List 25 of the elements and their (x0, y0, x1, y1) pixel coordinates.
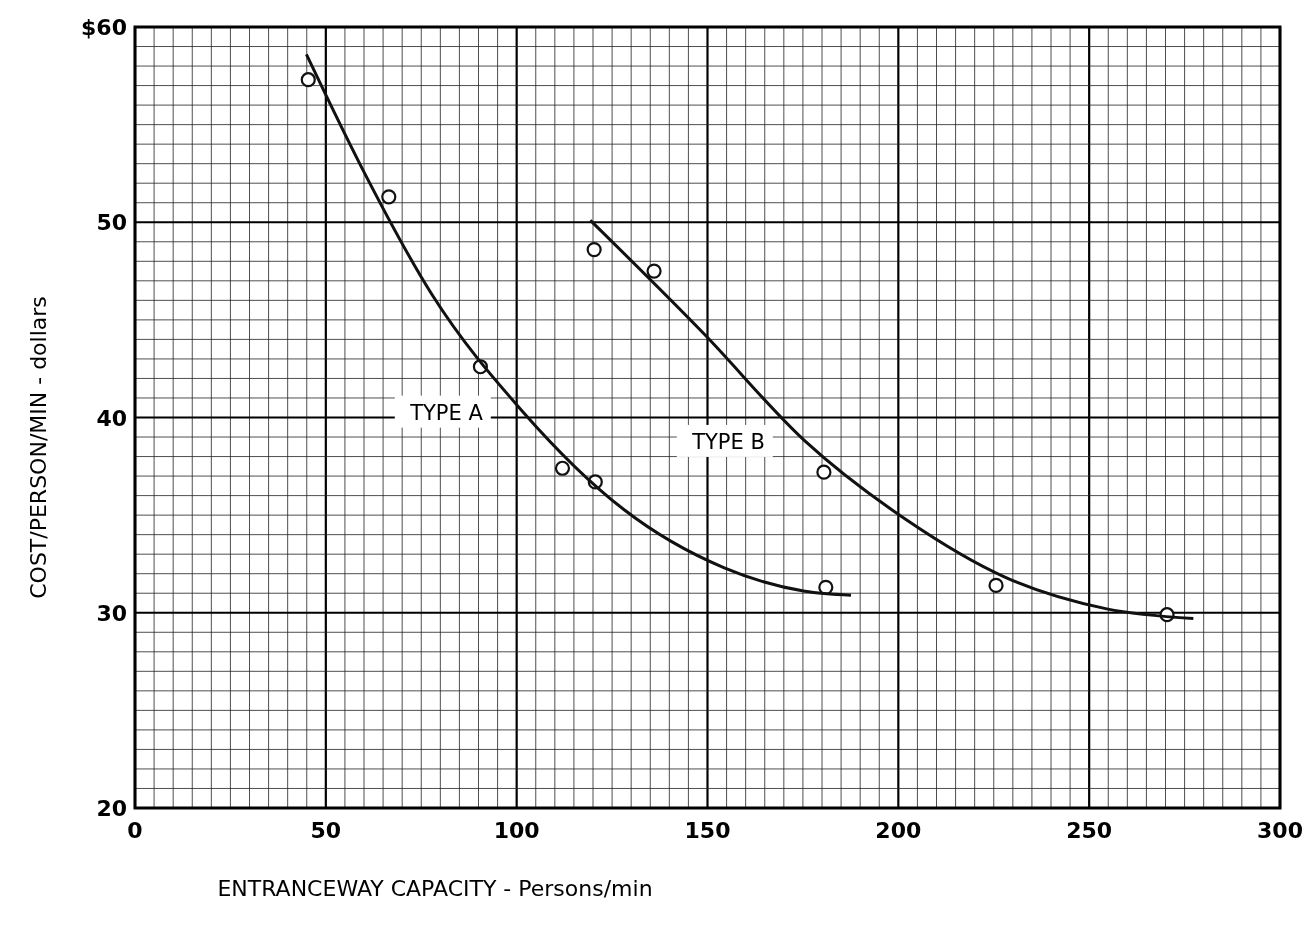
line-series (588, 218, 1195, 621)
y-axis-title: COST/PERSON/MIN - dollars (26, 296, 51, 599)
y-tick-label: $60 (81, 15, 127, 40)
point (586, 241, 602, 258)
y-tick-label: 30 (96, 600, 127, 626)
x-tick-label: 50 (310, 818, 342, 843)
point (816, 464, 832, 480)
x-tick-label: 300 (1257, 818, 1303, 843)
x-axis-title: ENTRANCEWAY CAPACITY - Persons/min (217, 876, 653, 901)
y-tick-label: 20 (96, 796, 127, 821)
point (381, 189, 397, 205)
line-series (304, 52, 853, 597)
point (300, 72, 316, 88)
series-label: TYPE B (691, 429, 765, 454)
x-tick-label: 150 (684, 818, 731, 843)
x-tick-label: 100 (493, 818, 540, 843)
y-tick-label: 50 (96, 210, 127, 236)
x-tick-label: 250 (1066, 818, 1113, 843)
y-tick-label: 40 (96, 405, 127, 431)
x-tick-label: 0 (127, 818, 143, 843)
point (988, 577, 1004, 594)
series-label: TYPE A (409, 400, 484, 425)
x-tick-label: 200 (875, 818, 922, 843)
point (646, 263, 662, 279)
point (554, 460, 571, 476)
